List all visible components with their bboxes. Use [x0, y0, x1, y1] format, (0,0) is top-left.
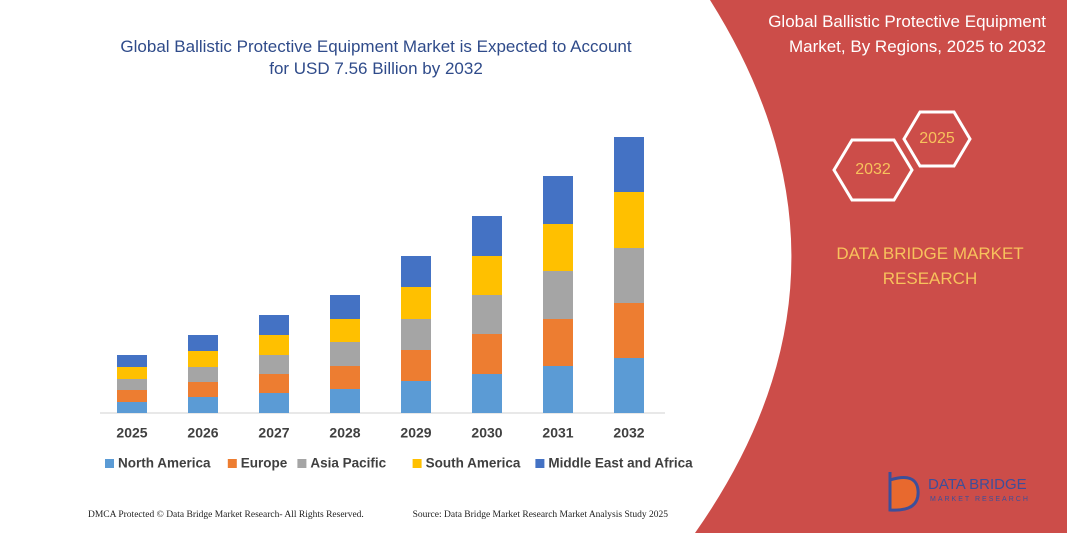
bar-segment: [614, 137, 644, 192]
bar-segment: [614, 192, 644, 248]
legend-swatch: [297, 459, 307, 468]
bar-segment: [330, 295, 360, 319]
logo-sub: MARKET RESEARCH: [930, 496, 1030, 503]
bar-segment: [188, 367, 218, 382]
hexagon: [832, 138, 914, 202]
brand: DATA BRIDGE MARKET RESEARCH: [836, 244, 1024, 288]
bar-segment: [259, 393, 289, 413]
legend-label: Europe: [241, 456, 288, 471]
bar-segment: [188, 382, 218, 397]
bar-segment: [543, 319, 573, 366]
bar-segment: [188, 335, 218, 351]
legend-label: South America: [426, 456, 521, 471]
bar-segment: [188, 351, 218, 367]
bar-segment: [117, 355, 147, 367]
bar-segment: [543, 224, 573, 271]
chart-title: Global Ballistic Protective Equipment Ma…: [120, 37, 632, 78]
legend-swatch: [535, 459, 545, 468]
x-tick-label: 2025: [116, 425, 147, 441]
logo-name: DATA BRIDGE: [928, 476, 1027, 493]
legend-swatch: [227, 459, 237, 468]
bar-segment: [543, 271, 573, 319]
hex-label: 2032: [855, 161, 891, 178]
bar-segment: [472, 256, 502, 295]
bar-segment: [472, 374, 502, 413]
bar-segment: [330, 366, 360, 389]
bar-segment: [472, 295, 502, 334]
x-tick-label: 2029: [400, 425, 431, 441]
bar-segment: [330, 389, 360, 413]
legend-swatch: [105, 459, 114, 468]
bar-segment: [117, 379, 147, 390]
x-tick-label: 2030: [471, 425, 502, 441]
bar-segment: [543, 176, 573, 224]
x-tick-label: 2032: [613, 425, 644, 441]
side-panel: [695, 0, 1067, 533]
bar-segment: [401, 381, 431, 413]
panel-title: Global Ballistic Protective Equipment Ma…: [768, 12, 1046, 56]
logo-icon: [888, 472, 920, 512]
legend-label: North America: [118, 456, 211, 471]
x-tick-label: 2028: [329, 425, 360, 441]
x-tick-label: 2027: [258, 425, 289, 441]
legend-label: Asia Pacific: [310, 456, 386, 471]
bar-segment: [117, 390, 147, 402]
bar-segment: [472, 334, 502, 374]
bar-segment: [330, 342, 360, 366]
bar-segment: [401, 319, 431, 350]
bar-segment: [117, 402, 147, 413]
hex-label: 2025: [919, 130, 955, 147]
bar-segment: [188, 397, 218, 413]
bar-segment: [259, 355, 289, 374]
bar-segment: [401, 256, 431, 287]
legend-label: Middle East and Africa: [548, 456, 693, 471]
bar-segment: [259, 374, 289, 393]
bar-segment: [401, 350, 431, 381]
bar-segment: [614, 248, 644, 303]
bar-segment: [117, 367, 147, 379]
legend-swatch: [412, 459, 422, 468]
bar-segment: [401, 287, 431, 319]
bar-segment: [330, 319, 360, 342]
bar-segment: [472, 216, 502, 256]
bar-segment: [614, 303, 644, 358]
footer-right: Source: Data Bridge Market Research Mark…: [413, 510, 669, 520]
x-tick-label: 2031: [542, 425, 573, 441]
bar-segment: [614, 358, 644, 413]
x-tick-label: 2026: [187, 425, 218, 441]
hexagon: [902, 110, 972, 168]
bar-segment: [543, 366, 573, 413]
footer-left: DMCA Protected © Data Bridge Market Rese…: [88, 509, 364, 520]
bar-segment: [259, 335, 289, 355]
bar-segment: [259, 315, 289, 335]
